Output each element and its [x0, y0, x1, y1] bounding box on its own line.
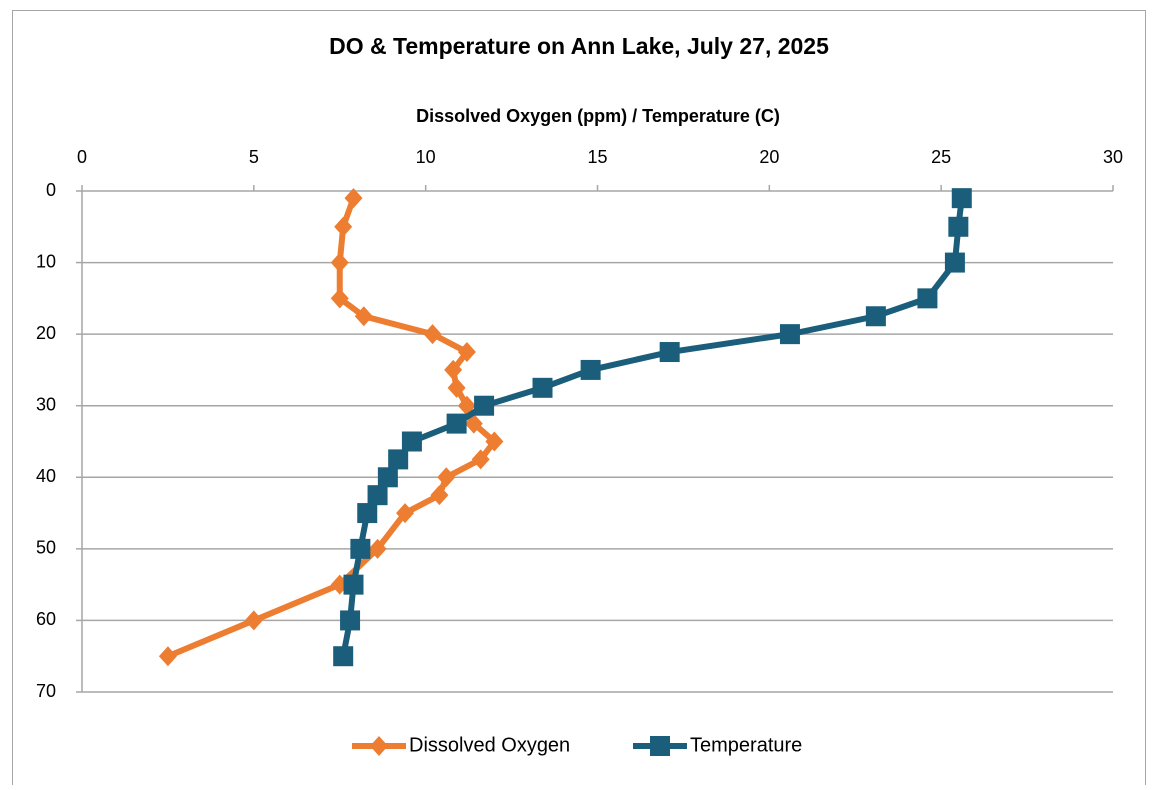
marker: [447, 377, 466, 398]
marker: [388, 449, 409, 470]
marker: [650, 736, 670, 756]
y-tick-label: 20: [36, 323, 56, 343]
marker: [344, 188, 363, 209]
chart-title: DO & Temperature on Ann Lake, July 27, 2…: [329, 33, 829, 59]
marker: [244, 610, 263, 631]
marker: [330, 288, 349, 309]
y-tick-label: 70: [36, 681, 56, 701]
marker: [423, 324, 442, 345]
y-tick-label: 10: [36, 251, 56, 271]
marker: [444, 359, 463, 380]
x-tick-label: 5: [249, 147, 259, 167]
marker: [340, 610, 361, 631]
marker: [474, 395, 495, 416]
marker: [659, 342, 680, 363]
x-tick-label: 0: [77, 147, 87, 167]
x-tick-label: 10: [416, 147, 436, 167]
marker: [367, 485, 388, 506]
marker: [917, 288, 938, 309]
marker: [471, 449, 490, 470]
y-tick-label: 60: [36, 609, 56, 629]
marker: [779, 324, 800, 345]
y-tick-label: 50: [36, 538, 56, 558]
marker: [333, 646, 354, 667]
marker: [532, 377, 553, 398]
y-tick-label: 0: [46, 180, 56, 200]
marker: [446, 413, 467, 434]
x-tick-label: 15: [587, 147, 607, 167]
x-tick-label: 30: [1103, 147, 1123, 167]
chart-frame: [12, 10, 1146, 790]
marker: [485, 431, 504, 452]
marker: [368, 538, 387, 559]
marker: [437, 467, 456, 488]
marker: [354, 306, 373, 327]
marker: [377, 467, 398, 488]
marker: [580, 359, 601, 380]
marker: [350, 538, 371, 559]
y-tick-label: 30: [36, 394, 56, 414]
x-tick-label: 25: [931, 147, 951, 167]
y-tick-label: 40: [36, 466, 56, 486]
marker: [948, 216, 969, 237]
marker: [396, 503, 415, 524]
marker: [370, 736, 388, 756]
marker: [401, 431, 422, 452]
legend-label: Dissolved Oxygen: [409, 734, 570, 756]
marker: [357, 503, 378, 524]
marker: [343, 574, 364, 595]
marker: [334, 216, 353, 237]
marker: [457, 342, 476, 363]
marker: [430, 485, 449, 506]
legend-label: Temperature: [690, 734, 802, 756]
x-axis-label: Dissolved Oxygen (ppm) / Temperature (C): [416, 106, 780, 126]
marker: [158, 646, 177, 667]
marker: [951, 188, 972, 209]
marker: [944, 252, 965, 273]
x-tick-label: 20: [759, 147, 779, 167]
marker: [865, 306, 886, 327]
marker: [330, 252, 349, 273]
